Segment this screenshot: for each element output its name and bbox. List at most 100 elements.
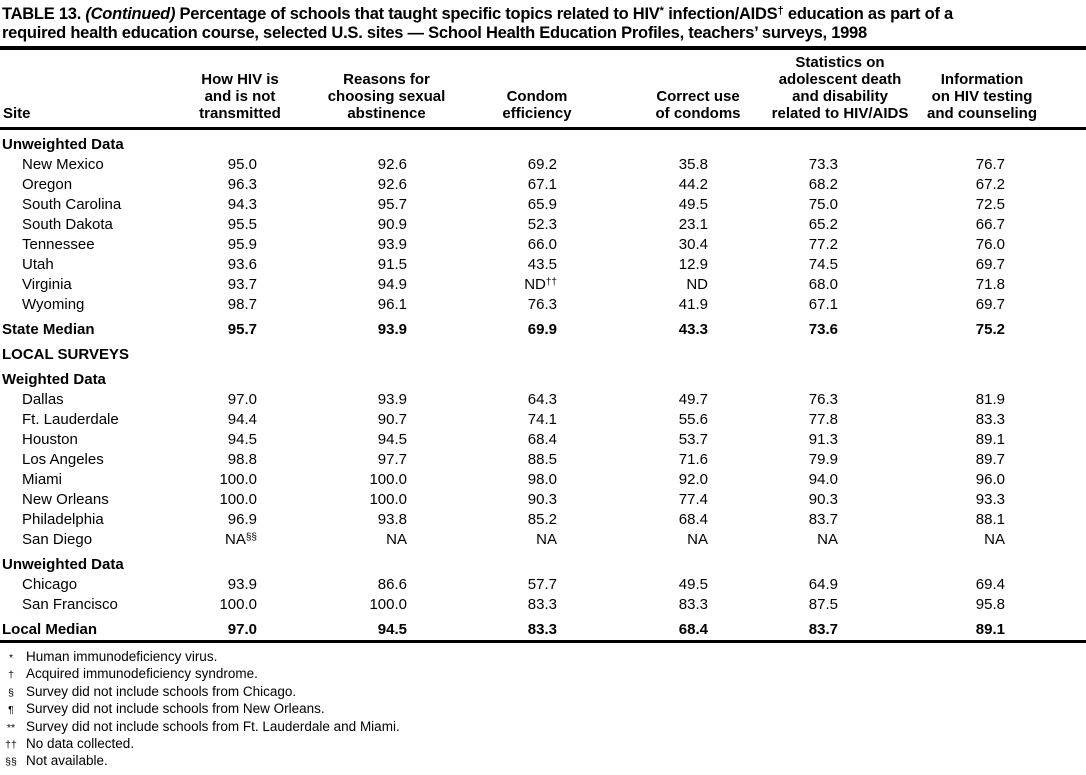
value-cell: 73.6 [808, 321, 838, 338]
value-cell: 91.5 [377, 256, 407, 273]
value-cell: 93.9 [377, 321, 407, 338]
value-cell: 89.1 [975, 621, 1005, 638]
value-cell: 69.7 [975, 256, 1005, 273]
footnote-text: Acquired immunodeficiency syndrome. [26, 666, 258, 682]
site-cell: New Mexico [22, 156, 104, 173]
footnote-text: Survey did not include schools from Chic… [26, 683, 297, 699]
table-header-row: Site How HIV is and is not transmitted Rea… [0, 50, 1086, 130]
value-cell: 49.5 [678, 196, 708, 213]
value-cell: 95.9 [227, 236, 257, 253]
footnote-text: Survey did not include schools from Ft. … [26, 718, 400, 734]
value-cell: 67.1 [527, 176, 557, 193]
footnote: §§ Not available. [0, 753, 1086, 770]
value-cell: 68.0 [808, 276, 838, 293]
table-row: Utah 93.6 91.5 43.5 12.9 74.5 69.7 [0, 255, 1086, 275]
value-cell: 98.0 [527, 471, 557, 488]
value-cell: 94.4 [227, 411, 257, 428]
value-cell: 100.0 [219, 471, 257, 488]
section-caps-row: LOCAL SURVEYS [0, 340, 1086, 365]
row-label: LOCAL SURVEYS [2, 346, 129, 363]
table-title: TABLE 13. (Continued) Percentage of scho… [0, 0, 1086, 44]
title-divider-rule [0, 46, 1086, 50]
value-cell: 30.4 [678, 236, 708, 253]
table-row: Wyoming 98.7 96.1 76.3 41.9 67.1 69.7 [0, 295, 1086, 315]
value-cell: 93.9 [377, 236, 407, 253]
value-cell: 89.7 [975, 451, 1005, 468]
value-cell: 86.6 [377, 576, 407, 593]
median-row: Local Median 97.0 94.5 83.3 68.4 83.7 89.1 [0, 615, 1086, 640]
site-cell: Dallas [22, 391, 64, 408]
table-row: Houston 94.5 94.5 68.4 53.7 91.3 89.1 [0, 430, 1086, 450]
value-cell: 93.9 [227, 576, 257, 593]
value-cell: 66.0 [527, 236, 557, 253]
row-label: Weighted Data [2, 371, 106, 388]
footnote-text: No data collected. [26, 736, 135, 752]
value-cell: 95.5 [227, 216, 257, 233]
table-row: Oregon 96.3 92.6 67.1 44.2 68.2 67.2 [0, 175, 1086, 195]
value-cell: 77.8 [808, 411, 838, 428]
value-cell: 69.9 [527, 321, 557, 338]
table-row: South Carolina 94.3 95.7 65.9 49.5 75.0 72.5 [0, 195, 1086, 215]
value-cell: 90.3 [527, 491, 557, 508]
value-cell: 41.9 [678, 296, 708, 313]
table-row: Chicago 93.9 86.6 57.7 49.5 64.9 69.4 [0, 575, 1086, 595]
title-text: Percentage of schools that taught specif… [179, 5, 660, 23]
value-cell: 65.2 [808, 216, 838, 233]
table-row: Virginia 93.7 94.9 ND†† ND 68.0 71.8 [0, 275, 1086, 295]
value-cell: 35.8 [678, 156, 708, 173]
title-text: education as part of a [787, 5, 953, 23]
footnote-text: Human immunodeficiency virus. [26, 649, 218, 664]
value-cell: 94.9 [377, 276, 407, 293]
table-continued: (Continued) [85, 5, 176, 23]
value-cell: 88.1 [975, 511, 1005, 528]
value-cell: NA [817, 531, 838, 548]
site-cell: Ft. Lauderdale [22, 411, 119, 428]
column-header-site: Site [0, 50, 178, 130]
footnote-marker: §§ [5, 756, 17, 769]
value-cell: 71.8 [975, 276, 1005, 293]
footnote: ** Survey did not include schools from Ft… [0, 719, 1086, 736]
site-cell: Oregon [22, 176, 73, 193]
value-cell: 53.7 [678, 431, 708, 448]
dagger-footnote-marker: † [777, 5, 784, 17]
value-cell: NA [687, 531, 708, 548]
value-cell: 90.7 [377, 411, 407, 428]
value-cell: 71.6 [678, 451, 708, 468]
footnote-text: Survey did not include schools from New … [26, 701, 325, 717]
value-cell: 94.0 [808, 471, 838, 488]
table-title-line2: required health education course, select… [2, 24, 867, 42]
value-cell: 89.1 [975, 431, 1005, 448]
value-cell: 83.3 [527, 596, 557, 613]
site-cell: San Francisco [22, 596, 118, 613]
value-cell: 43.5 [527, 256, 557, 273]
value-cell: NA [386, 531, 407, 548]
value-cell: 93.9 [377, 391, 407, 408]
value-cell: 76.0 [975, 236, 1005, 253]
row-label: Local Median [2, 621, 98, 638]
row-label: Unweighted Data [2, 556, 124, 573]
footnote-marker: § [8, 686, 14, 699]
site-cell: Houston [22, 431, 78, 448]
value-cell: 76.3 [527, 296, 557, 313]
value-cell: 64.9 [808, 576, 838, 593]
value-cell: 94.5 [377, 431, 407, 448]
value-cell: 95.8 [975, 596, 1005, 613]
row-label: State Median [2, 321, 95, 338]
value-cell: 49.7 [678, 391, 708, 408]
value-cell: NA§§ [225, 531, 257, 548]
value-cell: 83.7 [808, 511, 838, 528]
value-cell: 90.3 [808, 491, 838, 508]
value-cell: 98.7 [227, 296, 257, 313]
value-cell: 68.2 [808, 176, 838, 193]
value-cell: 69.2 [527, 156, 557, 173]
value-cell: 73.3 [808, 156, 838, 173]
footnote: § Survey did not include schools from Chi… [0, 684, 1086, 701]
value-cell: 85.2 [527, 511, 557, 528]
column-header: Statistics on adolescent death and disab… [757, 50, 923, 130]
column-header: Correct use of condoms [603, 50, 757, 130]
value-cell: 96.3 [227, 176, 257, 193]
value-cell: 100.0 [369, 491, 407, 508]
value-cell: 96.0 [975, 471, 1005, 488]
footnote: †† No data collected. [0, 736, 1086, 753]
median-row: State Median 95.7 93.9 69.9 43.3 73.6 75.2 [0, 315, 1086, 340]
